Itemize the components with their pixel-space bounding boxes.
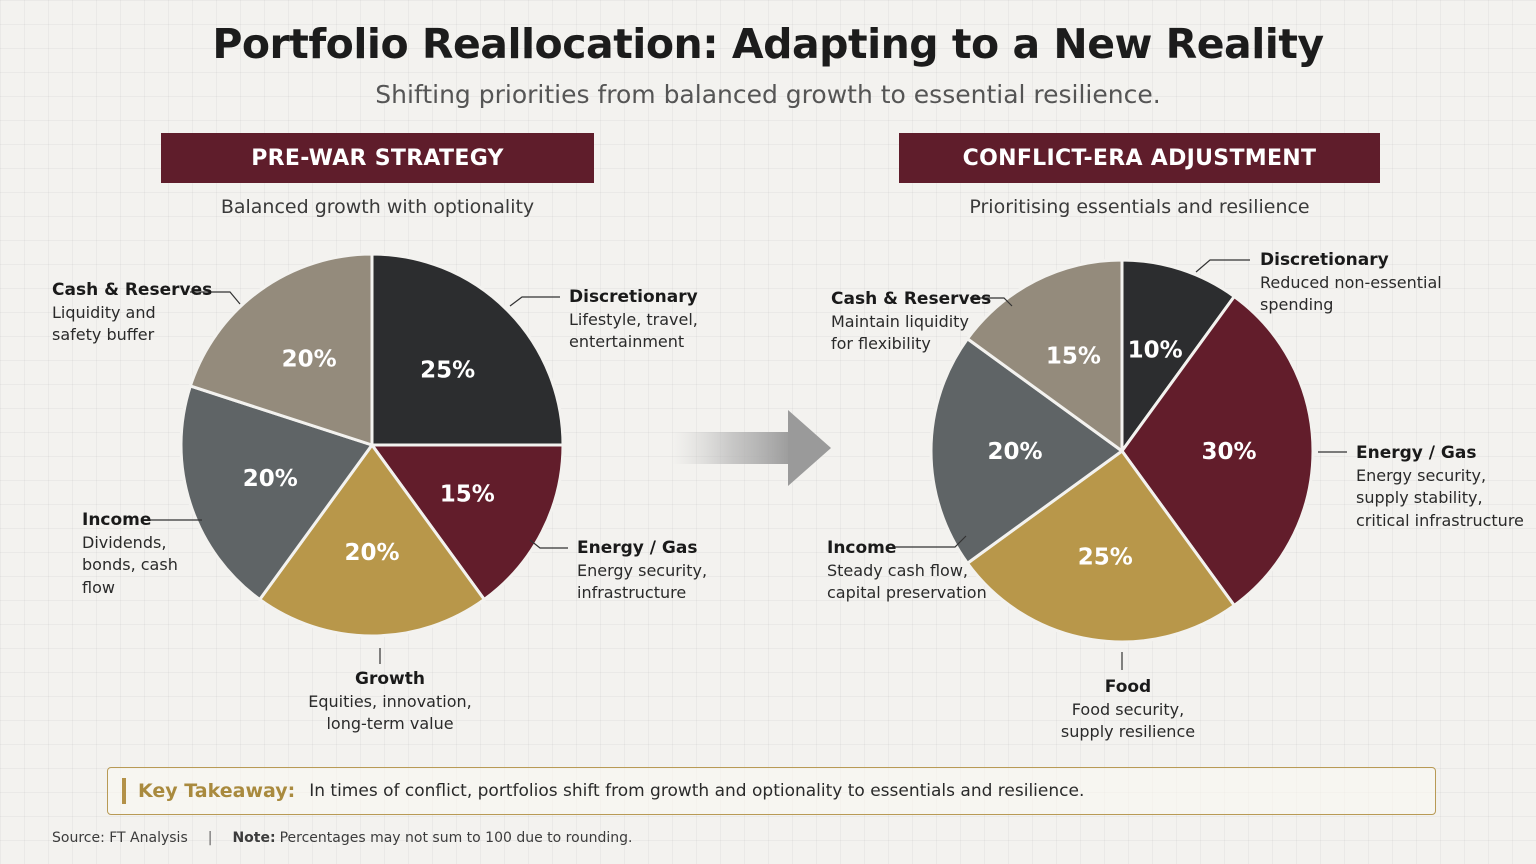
leader-line bbox=[529, 539, 568, 549]
leader-line bbox=[190, 291, 241, 305]
pie-slice-income bbox=[929, 337, 1124, 565]
source-note: Source: FT Analysis bbox=[52, 830, 188, 846]
callout-name: Discretionary bbox=[1260, 250, 1389, 270]
takeaway-accent-bar bbox=[122, 778, 126, 804]
page-title: Portfolio Reallocation: Adapting to a Ne… bbox=[212, 20, 1324, 68]
callout-income-left: Income Dividends, bonds, cash flow bbox=[82, 509, 178, 599]
callout-desc: Food security, supply resilience bbox=[1060, 699, 1196, 742]
callout-name: Income bbox=[82, 510, 152, 530]
leader-line bbox=[509, 296, 560, 307]
takeaway-label: Key Takeaway: bbox=[138, 780, 296, 802]
key-takeaway-box: Key Takeaway: In times of conflict, port… bbox=[107, 767, 1436, 815]
callout-food-right: Food Food security, supply resilience bbox=[1028, 676, 1228, 744]
callout-desc: Reduced non-essential spending bbox=[1260, 272, 1442, 315]
page-subtitle: Shifting priorities from balanced growth… bbox=[375, 80, 1161, 109]
pie-slice-label: 20% bbox=[282, 347, 337, 373]
pie-slice-label: 20% bbox=[344, 540, 399, 566]
leader-line bbox=[893, 535, 967, 548]
right-panel-title: CONFLICT-ERA ADJUSTMENT bbox=[899, 133, 1380, 183]
callout-discretionary-right: Discretionary Reduced non-essential spen… bbox=[1260, 249, 1442, 317]
pie-slice-label: 25% bbox=[1078, 545, 1133, 571]
callout-desc: Energy security, supply stability, criti… bbox=[1356, 465, 1524, 530]
callout-name: Food bbox=[1104, 677, 1152, 697]
pie-slice-label: 15% bbox=[440, 482, 495, 508]
leader-line bbox=[1195, 259, 1250, 273]
callout-name: Energy / Gas bbox=[1356, 443, 1477, 463]
pie-slice-label: 20% bbox=[243, 466, 298, 492]
callout-name: Cash & Reserves bbox=[831, 289, 992, 309]
callout-desc: Dividends, bonds, cash flow bbox=[82, 532, 178, 597]
pie-slice-discretionary bbox=[1120, 258, 1236, 453]
pie-slice-label: 20% bbox=[987, 439, 1042, 465]
pie-slice-cash-reserves bbox=[965, 258, 1124, 453]
pie-slice-food bbox=[965, 449, 1236, 644]
pie-slice-energy-gas bbox=[370, 443, 565, 602]
pie-slice-label: 15% bbox=[1046, 344, 1101, 370]
callout-desc: Steady cash flow, capital preservation bbox=[827, 560, 987, 603]
note-label: Note: bbox=[232, 830, 276, 846]
pie-slice-growth bbox=[258, 443, 486, 638]
pie-slice-energy-gas bbox=[1120, 294, 1315, 608]
callout-name: Cash & Reserves bbox=[52, 280, 213, 300]
pie-slice-label: 30% bbox=[1201, 439, 1256, 465]
callout-name: Growth bbox=[355, 669, 425, 689]
left-panel-subtitle: Balanced growth with optionality bbox=[220, 196, 535, 218]
leader-line bbox=[970, 297, 1013, 307]
transition-arrow-icon bbox=[672, 410, 831, 486]
callout-name: Energy / Gas bbox=[577, 538, 698, 558]
callout-energy-gas-left: Energy / Gas Energy security, infrastruc… bbox=[577, 537, 707, 605]
callout-growth-left: Growth Equities, innovation, long-term v… bbox=[290, 668, 490, 736]
callout-desc: Maintain liquidity for flexibility bbox=[831, 311, 969, 354]
callout-name: Income bbox=[827, 538, 897, 558]
callout-desc: Lifestyle, travel, entertainment bbox=[569, 309, 698, 352]
footer: Source: FT Analysis | Note: Percentages … bbox=[52, 830, 632, 846]
note-text: Percentages may not sum to 100 due to ro… bbox=[279, 830, 633, 846]
callout-discretionary-left: Discretionary Lifestyle, travel, enterta… bbox=[569, 286, 698, 354]
pie-slice-discretionary bbox=[370, 252, 565, 447]
footer-separator: | bbox=[207, 830, 213, 846]
callout-energy-gas-right: Energy / Gas Energy security, supply sta… bbox=[1356, 442, 1524, 532]
left-panel-title: PRE-WAR STRATEGY bbox=[161, 133, 594, 183]
callout-name: Discretionary bbox=[569, 287, 698, 307]
callout-desc: Liquidity and safety buffer bbox=[52, 302, 156, 345]
callout-income-right: Income Steady cash flow, capital preserv… bbox=[827, 537, 987, 605]
callout-cash-reserves-left: Cash & Reserves Liquidity and safety buf… bbox=[52, 279, 212, 347]
pie-slice-cash-reserves bbox=[188, 252, 374, 447]
right-panel-subtitle: Prioritising essentials and resilience bbox=[969, 196, 1310, 218]
callout-desc: Energy security, infrastructure bbox=[577, 560, 708, 603]
pie-slice-income bbox=[179, 384, 374, 602]
pie-chart-pre-war: 25% 15% 20% 20% 20% bbox=[179, 252, 565, 638]
takeaway-text: In times of conflict, portfolios shift f… bbox=[309, 781, 1085, 801]
pie-slice-label: 10% bbox=[1128, 337, 1183, 363]
pie-chart-conflict-era: 10% 30% 25% 20% 15% bbox=[929, 258, 1315, 644]
callout-desc: Equities, innovation, long-term value bbox=[308, 691, 472, 734]
pie-slice-label: 25% bbox=[420, 357, 475, 383]
callout-cash-reserves-right: Cash & Reserves Maintain liquidity for f… bbox=[831, 288, 991, 356]
callout-leader-lines bbox=[148, 259, 1347, 670]
